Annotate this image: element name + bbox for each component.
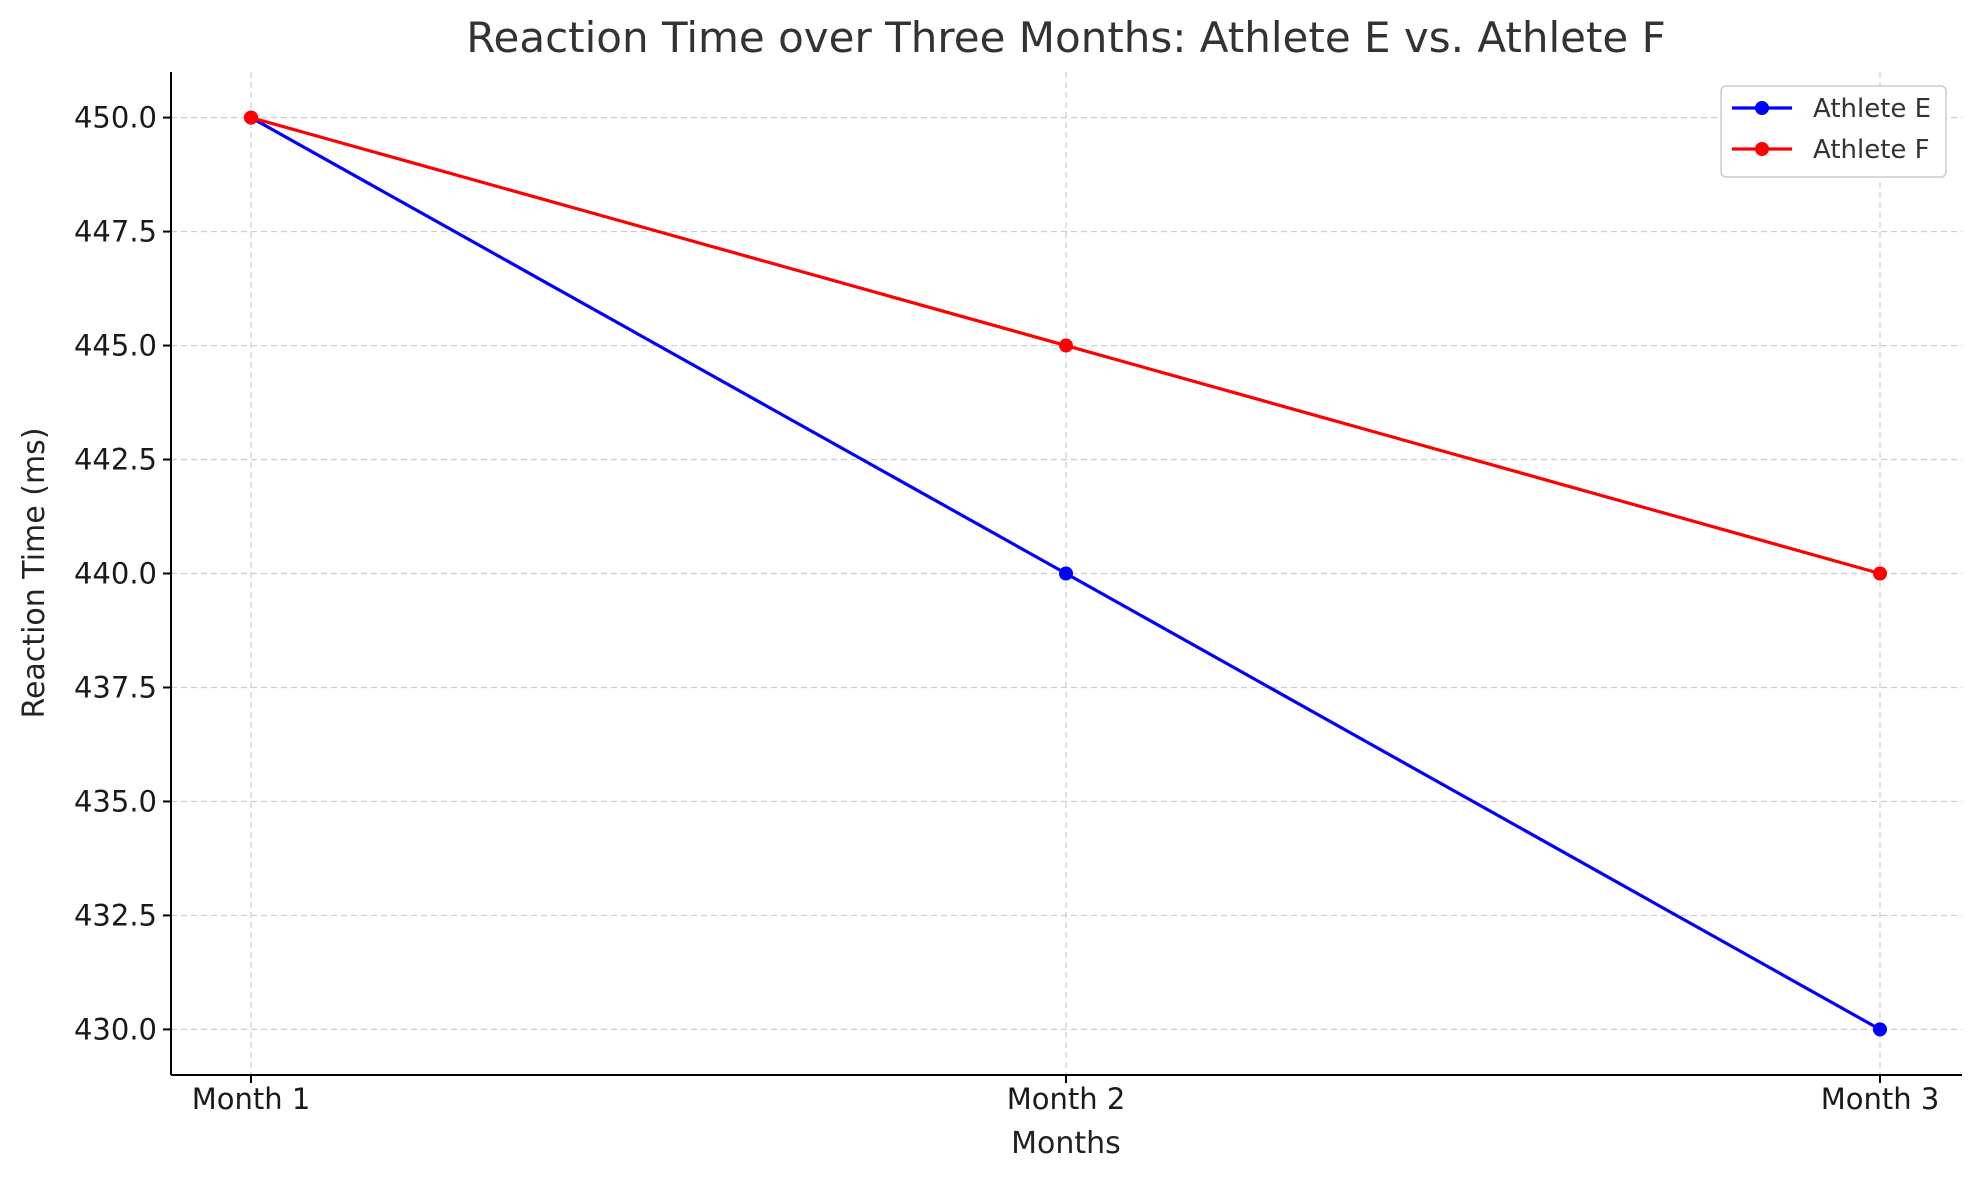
data-point-athlete-f (244, 110, 258, 125)
x-axis-title: Months (1011, 1126, 1121, 1161)
x-tick-label: Month 2 (1007, 1082, 1126, 1116)
legend-item-athlete-e: Athlete E (1732, 94, 1931, 124)
x-tick-label: Month 1 (192, 1082, 311, 1116)
legend-marker (1755, 101, 1769, 115)
y-tick-label: 440.0 (74, 557, 157, 591)
y-axis-title: Reaction Time (ms) (17, 427, 52, 718)
data-point-athlete-f (1059, 338, 1073, 353)
y-tick-label: 447.5 (74, 215, 157, 249)
series (244, 110, 1887, 1037)
y-tick-label: 435.0 (74, 784, 157, 818)
x-axis-ticks: Month 1 Month 2 Month 3 (192, 1075, 1940, 1116)
y-tick-label: 430.0 (74, 1012, 157, 1046)
series-athlete-f (244, 110, 1887, 581)
y-tick-label: 445.0 (74, 329, 157, 363)
x-tick-label: Month 3 (1821, 1082, 1940, 1116)
y-tick-label: 437.5 (74, 670, 157, 704)
legend-item-athlete-f: Athlete F (1732, 135, 1930, 165)
data-point-athlete-e (1873, 1022, 1887, 1037)
data-point-athlete-e (1059, 566, 1073, 581)
legend-marker (1755, 142, 1769, 156)
legend-label: Athlete F (1813, 135, 1930, 165)
legend-label: Athlete E (1813, 94, 1931, 124)
y-tick-label: 450.0 (74, 101, 157, 135)
chart-title: Reaction Time over Three Months: Athlete… (466, 13, 1666, 62)
y-tick-label: 432.5 (74, 898, 157, 932)
data-point-athlete-f (1873, 566, 1887, 581)
y-axis-ticks: 430.0 432.5 435.0 437.5 440.0 442.5 445.0 447.5… (74, 101, 171, 1046)
legend: Athlete E Athlete F (1720, 85, 1947, 178)
y-tick-label: 442.5 (74, 443, 157, 477)
